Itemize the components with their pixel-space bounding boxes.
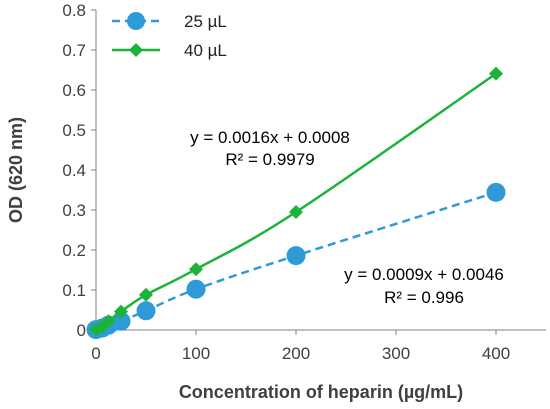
y-axis-title: OD (620 nm): [6, 117, 26, 223]
y-tick-label: 0.2: [62, 241, 86, 260]
x-tick-label: 0: [91, 344, 100, 363]
y-tick-label: 0.7: [62, 41, 86, 60]
x-tick-label: 300: [382, 344, 410, 363]
y-tick-label: 0.5: [62, 121, 86, 140]
x-axis-title: Concentration of heparin (µg/mL): [179, 382, 463, 402]
data-point-40l: [189, 262, 203, 277]
x-tick-label: 200: [282, 344, 310, 363]
y-tick-label: 0.6: [62, 81, 86, 100]
legend-marker-25ul: [127, 12, 145, 30]
y-tick-label: 0.8: [62, 1, 86, 20]
data-point-40l: [101, 314, 116, 329]
legend: 25 µL 40 µL: [112, 12, 227, 60]
y-tick-label: 0.3: [62, 201, 86, 220]
y-tick-label: 0.4: [62, 161, 86, 180]
data-point-40l: [489, 66, 503, 81]
series: [86, 66, 506, 340]
legend-label-25ul: 25 µL: [184, 12, 227, 31]
axis-titles: Concentration of heparin (µg/mL) OD (620…: [6, 117, 463, 402]
annotations: y = 0.0016x + 0.0008 R² = 0.9979 y = 0.0…: [190, 128, 504, 307]
series-40l: [89, 66, 503, 337]
trendline-equation-25ul: y = 0.0009x + 0.0046: [344, 265, 504, 284]
trendline-r2-25ul: R² = 0.996: [384, 288, 464, 307]
y-tick-label: 0: [77, 321, 86, 340]
data-point-25l: [186, 279, 206, 299]
trendline-r2-40ul: R² = 0.9979: [225, 150, 314, 169]
ticks: 0 0.1 0.2 0.3 0.4 0.5 0.6 0.7 0.8 0 100 200 300 400: [62, 1, 510, 363]
y-tick-label: 0.1: [62, 281, 86, 300]
data-point-40l: [114, 304, 128, 319]
trendline-equation-40ul: y = 0.0016x + 0.0008: [190, 128, 350, 147]
data-point-40l: [289, 205, 303, 219]
legend-marker-40ul: [129, 43, 143, 57]
data-point-25l: [286, 246, 306, 266]
data-point-25l: [136, 301, 156, 321]
data-point-25l: [486, 182, 506, 202]
data-point-40l: [139, 287, 153, 302]
x-tick-label: 400: [482, 344, 510, 363]
x-tick-label: 100: [182, 344, 210, 363]
legend-label-40ul: 40 µL: [184, 41, 227, 60]
